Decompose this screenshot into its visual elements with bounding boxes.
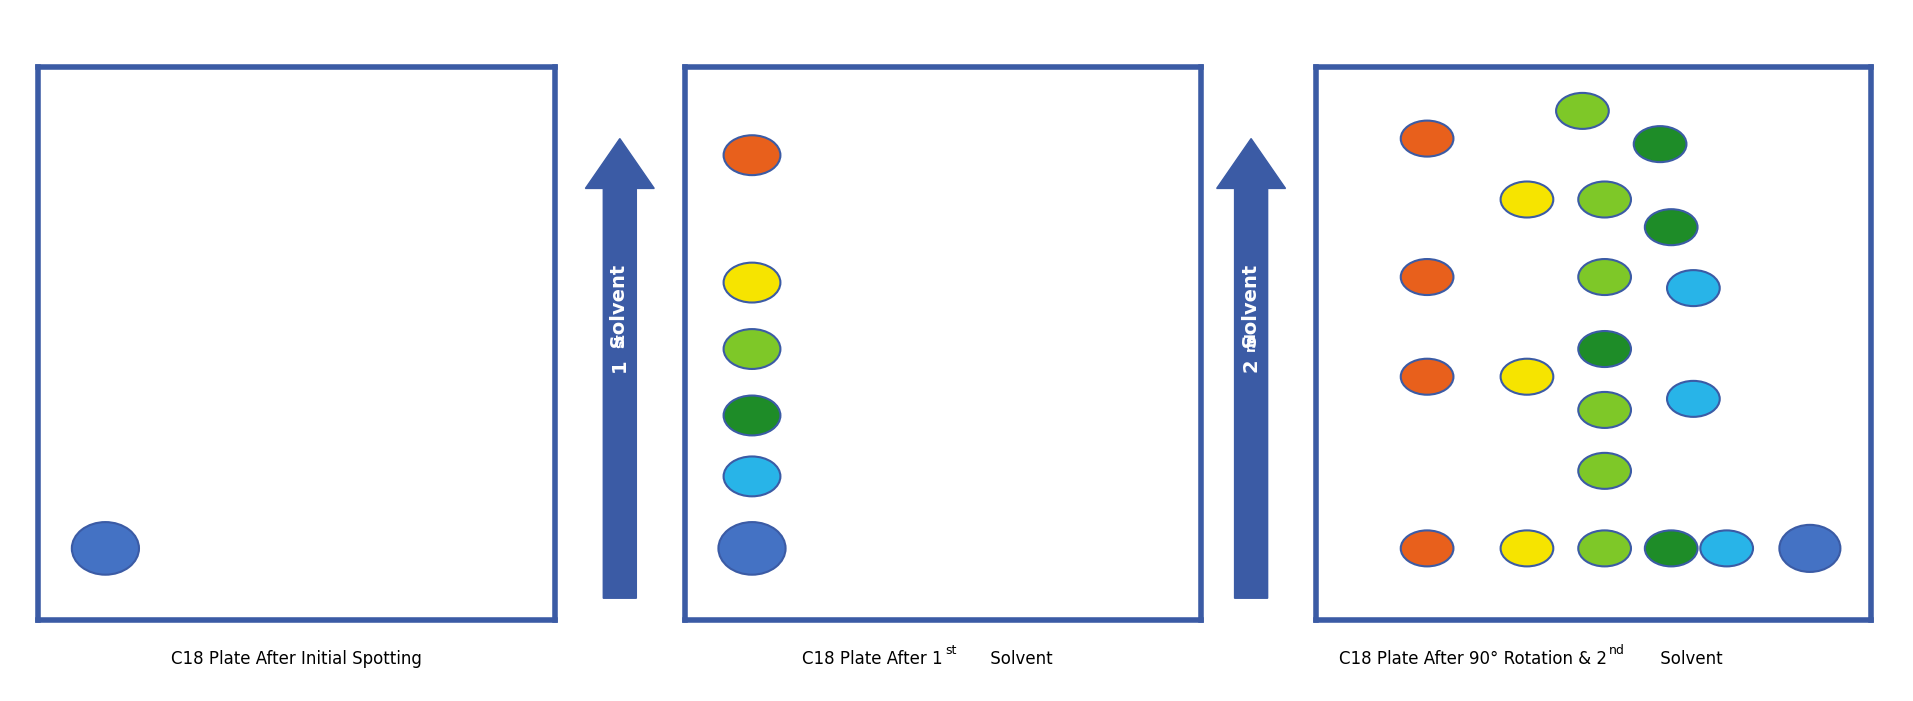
Ellipse shape — [1555, 93, 1609, 129]
Text: st: st — [945, 644, 956, 657]
Ellipse shape — [1400, 121, 1454, 156]
Ellipse shape — [1500, 531, 1553, 566]
Ellipse shape — [1500, 359, 1553, 395]
FancyArrow shape — [585, 139, 654, 598]
Text: Solvent: Solvent — [610, 265, 629, 355]
Ellipse shape — [1666, 381, 1720, 417]
Ellipse shape — [723, 135, 781, 175]
Text: Solvent: Solvent — [985, 650, 1052, 668]
Ellipse shape — [1578, 531, 1632, 566]
Ellipse shape — [1578, 331, 1632, 367]
Ellipse shape — [1578, 182, 1632, 217]
Text: nd: nd — [1609, 644, 1624, 657]
Ellipse shape — [73, 522, 140, 575]
Ellipse shape — [1400, 259, 1454, 295]
Ellipse shape — [1500, 182, 1553, 217]
Text: st: st — [612, 333, 627, 348]
Ellipse shape — [1400, 531, 1454, 566]
Text: 1: 1 — [610, 359, 629, 372]
FancyArrow shape — [1217, 139, 1286, 598]
Ellipse shape — [1400, 359, 1454, 395]
Ellipse shape — [723, 263, 781, 303]
Ellipse shape — [1666, 270, 1720, 306]
Ellipse shape — [1645, 209, 1697, 245]
Text: C18 Plate After 90° Rotation & 2: C18 Plate After 90° Rotation & 2 — [1339, 650, 1607, 668]
Text: C18 Plate After Initial Spotting: C18 Plate After Initial Spotting — [170, 650, 423, 668]
Text: 2: 2 — [1242, 359, 1261, 372]
Ellipse shape — [1578, 453, 1632, 489]
Ellipse shape — [1578, 392, 1632, 428]
Text: nd: nd — [1243, 331, 1259, 350]
Ellipse shape — [723, 395, 781, 435]
Ellipse shape — [723, 456, 781, 496]
Ellipse shape — [1779, 525, 1840, 572]
Ellipse shape — [719, 522, 786, 575]
Text: Solvent: Solvent — [1655, 650, 1722, 668]
Ellipse shape — [723, 329, 781, 369]
Text: C18 Plate After 1: C18 Plate After 1 — [802, 650, 943, 668]
Ellipse shape — [1645, 531, 1697, 566]
Ellipse shape — [1578, 259, 1632, 295]
Ellipse shape — [1701, 531, 1752, 566]
Text: Solvent: Solvent — [1242, 265, 1261, 355]
Ellipse shape — [1634, 126, 1687, 162]
